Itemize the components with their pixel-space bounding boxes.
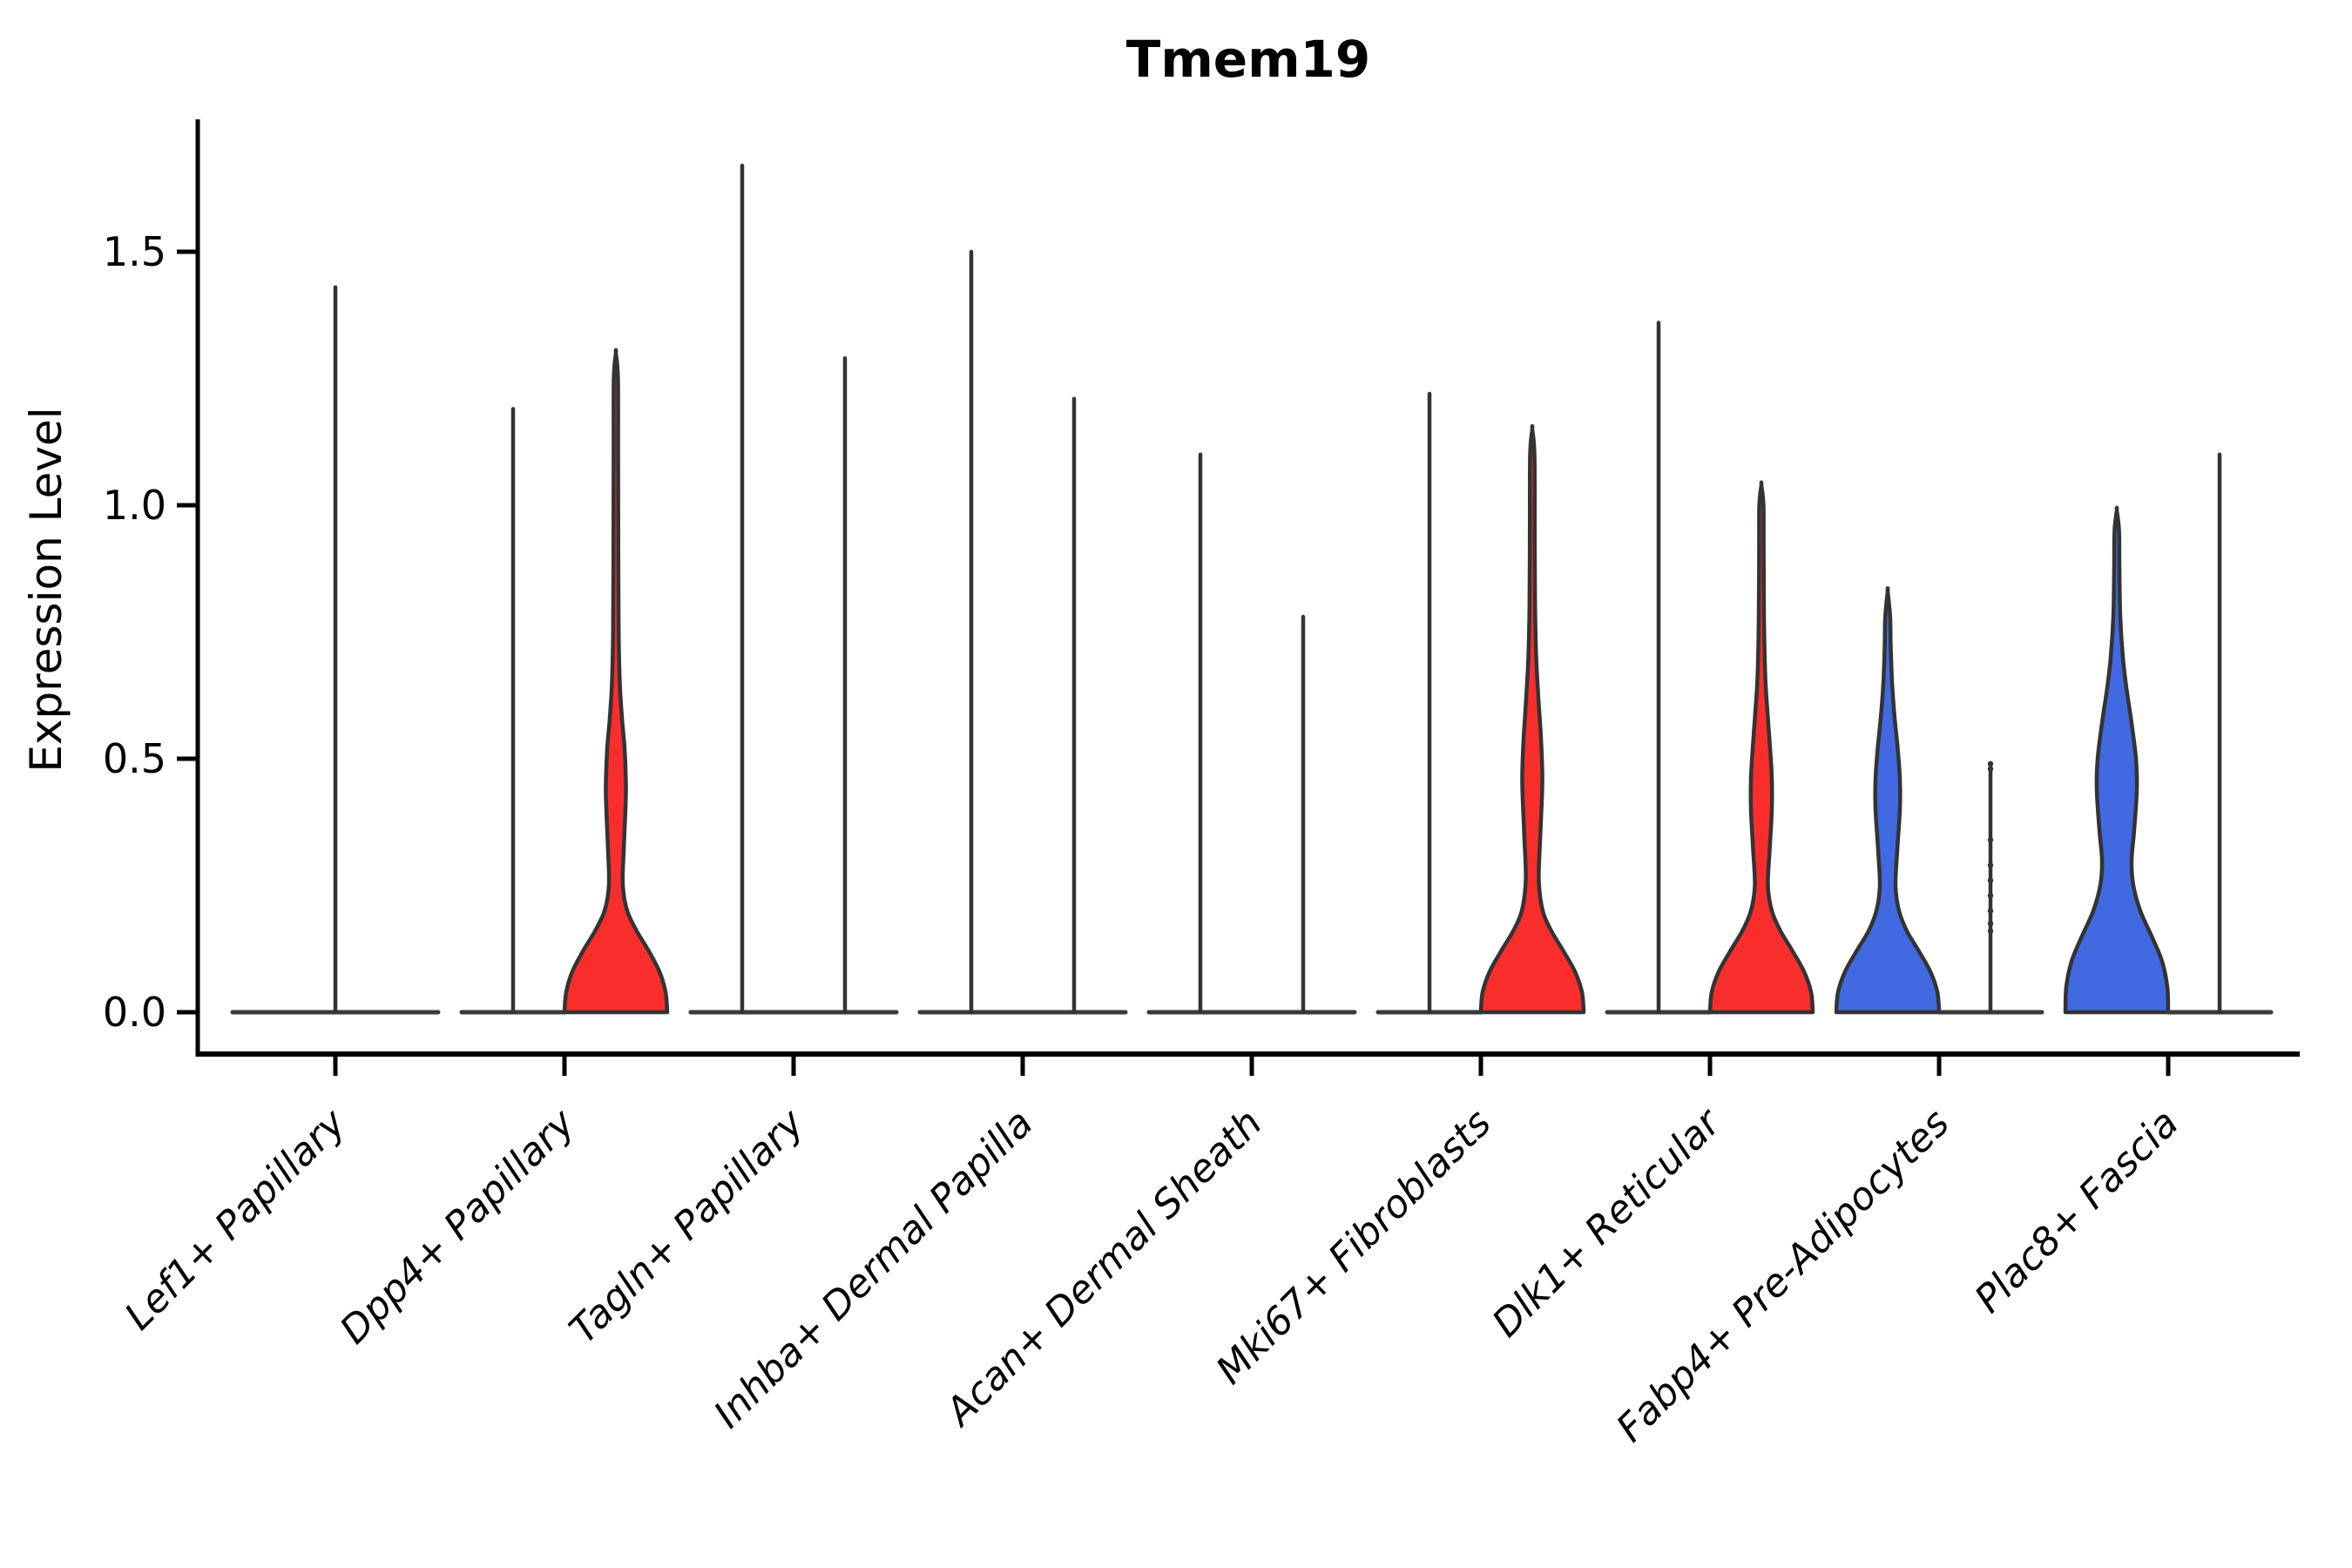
jitter-point-fabp4-right	[1987, 766, 1994, 772]
y-tick-label: 0.5	[103, 735, 166, 782]
plot-title: Tmem19	[1125, 30, 1371, 89]
jitter-point-fabp4-right	[1987, 908, 1994, 914]
y-tick-label: 1.5	[103, 228, 166, 275]
violin-dlk1-right	[1707, 480, 1815, 1015]
x-tick-label: Tagln+ Papillary	[561, 1100, 813, 1352]
y-tick-label: 1.0	[103, 482, 166, 529]
jitter-point-fabp4-right	[1987, 836, 1994, 843]
x-tick-label: Plac8+ Fascia	[1966, 1101, 2186, 1321]
violin-dpp4-right	[562, 348, 670, 1015]
jitter-point-fabp4-right	[1987, 892, 1994, 899]
jitter-point-fabp4-right	[1987, 920, 1994, 927]
violin-mki67-right	[1478, 423, 1586, 1015]
x-tick-label: Lef1+ Papillary	[117, 1100, 355, 1339]
violin-fabp4-left	[1834, 586, 1942, 1015]
jitter-point-fabp4-right	[1987, 877, 1994, 883]
jitter-point-fabp4-right	[1987, 928, 1994, 935]
violin-plac8-left	[2063, 505, 2171, 1015]
y-tick-label: 0.0	[103, 989, 166, 1036]
jitter-point-fabp4-right	[1987, 862, 1994, 868]
jitter-point-fabp4-right	[1987, 760, 1994, 767]
x-tick-label: Dpp4+ Papillary	[332, 1100, 585, 1353]
x-tick-label: Dlk1+ Reticular	[1484, 1099, 1730, 1346]
y-axis-label: Expression Level	[21, 407, 71, 773]
